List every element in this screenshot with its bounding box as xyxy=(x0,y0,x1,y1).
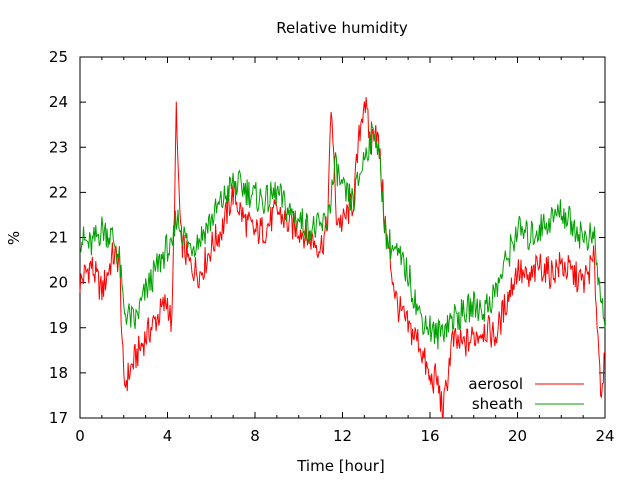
plot-border xyxy=(79,56,606,419)
x-axis-ticks: 0 4 8 12 16 20 24 xyxy=(75,57,615,445)
y-tick-label: 23 xyxy=(49,138,68,156)
series-line-sheath xyxy=(79,121,606,350)
y-tick-label: 18 xyxy=(49,364,68,382)
chart-title: Relative humidity xyxy=(276,19,408,37)
y-tick-label: 19 xyxy=(49,319,68,337)
legend-label-sheath: sheath xyxy=(472,395,523,413)
x-tick-label: 4 xyxy=(163,427,173,445)
x-tick-label: 8 xyxy=(250,427,260,445)
legend: aerosol sheath xyxy=(468,375,584,413)
y-tick-label: 17 xyxy=(49,409,68,427)
y-tick-label: 20 xyxy=(49,274,68,292)
x-axis-label: Time [hour] xyxy=(296,457,385,475)
y-tick-label: 25 xyxy=(49,48,68,66)
x-tick-label: 0 xyxy=(75,427,85,445)
y-tick-label: 21 xyxy=(49,229,68,247)
x-tick-label: 16 xyxy=(420,427,439,445)
x-tick-label: 24 xyxy=(595,427,614,445)
series-line-aerosol xyxy=(79,97,606,419)
y-tick-label: 22 xyxy=(49,183,68,201)
y-tick-label: 24 xyxy=(49,93,68,111)
y-axis-label: % xyxy=(5,231,23,245)
series-layer xyxy=(79,97,606,419)
x-tick-label: 20 xyxy=(508,427,527,445)
y-axis-ticks: 17 18 19 20 21 22 23 24 25 xyxy=(49,48,605,427)
x-tick-label: 12 xyxy=(333,427,352,445)
legend-label-aerosol: aerosol xyxy=(468,375,523,393)
plot-frame xyxy=(79,56,606,419)
